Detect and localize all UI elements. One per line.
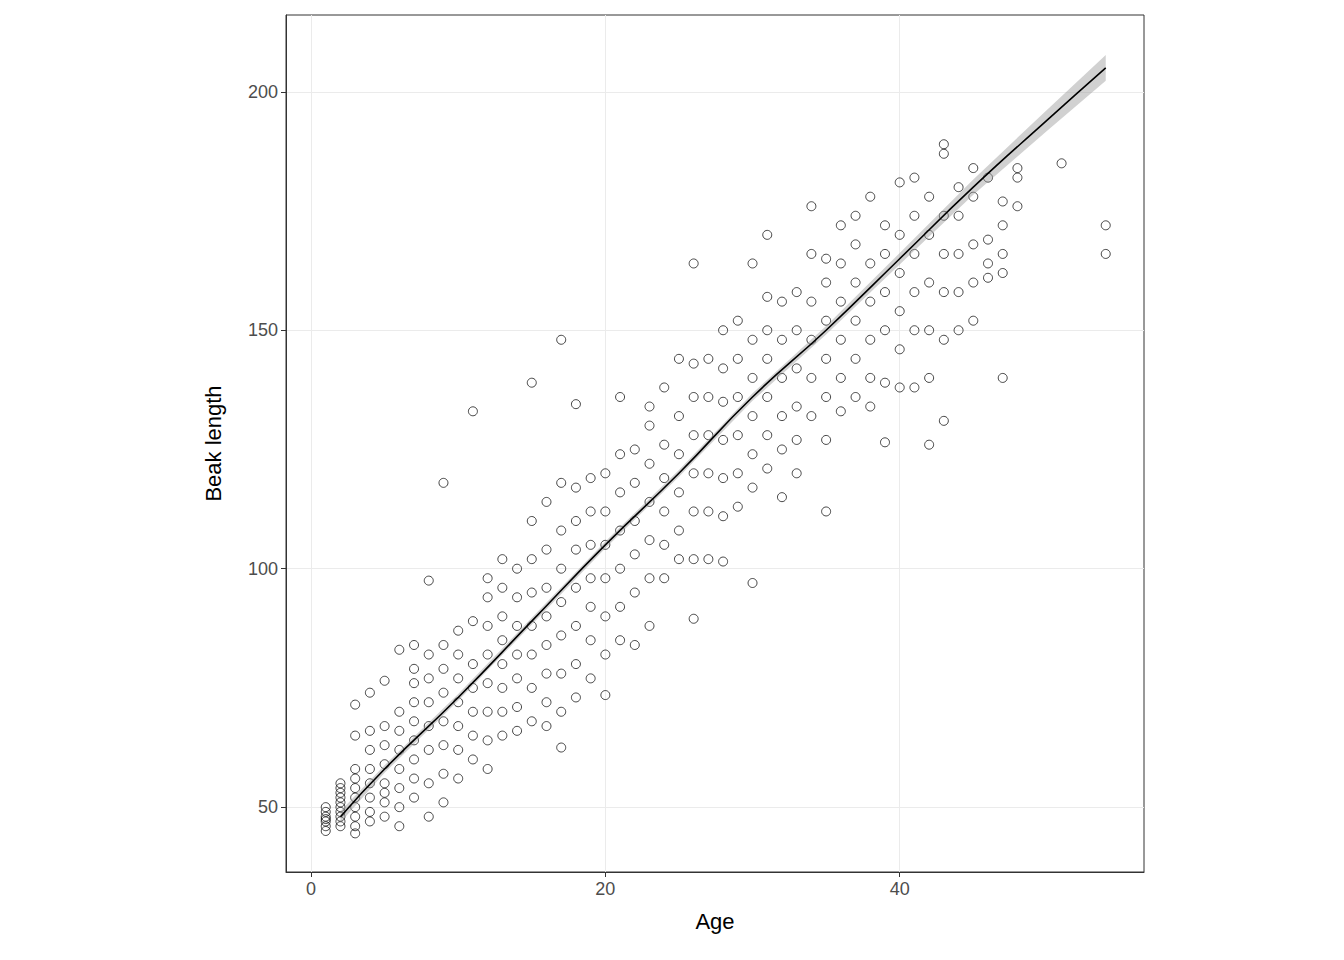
svg-text:40: 40: [890, 879, 910, 899]
svg-text:50: 50: [258, 797, 278, 817]
svg-text:200: 200: [248, 82, 278, 102]
svg-text:0: 0: [306, 879, 316, 899]
svg-text:150: 150: [248, 320, 278, 340]
svg-text:Beak length: Beak length: [201, 385, 226, 501]
svg-text:20: 20: [595, 879, 615, 899]
svg-text:Age: Age: [695, 909, 734, 934]
svg-text:100: 100: [248, 559, 278, 579]
